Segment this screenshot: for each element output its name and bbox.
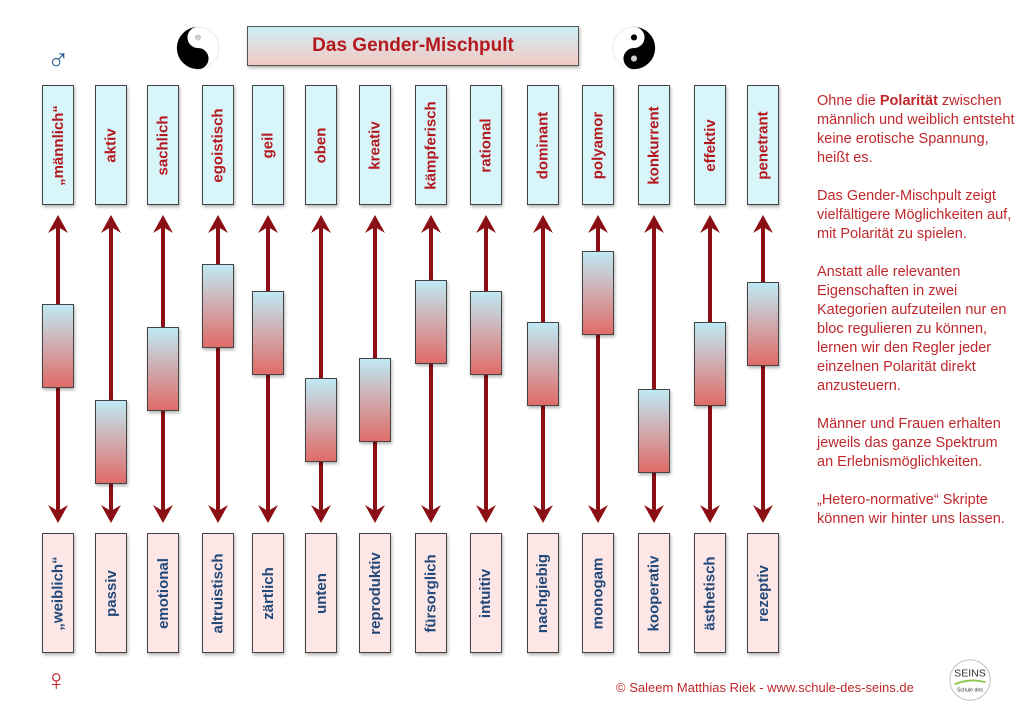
svg-text:SEINS: SEINS bbox=[954, 667, 986, 679]
yin-yang-icon bbox=[176, 26, 220, 70]
masculine-label: dominant bbox=[534, 111, 552, 179]
slider-knob[interactable] bbox=[470, 290, 502, 375]
feminine-label: monogam bbox=[589, 557, 607, 629]
feminine-label-box: unten bbox=[305, 533, 337, 653]
feminine-label-box: kooperativ bbox=[638, 533, 670, 653]
masculine-label-box: kämpferisch bbox=[415, 85, 447, 205]
feminine-label: unten bbox=[312, 572, 330, 614]
feminine-label: altruistisch bbox=[209, 552, 227, 634]
paragraph: Männer und Frauen erhalten jeweils das g… bbox=[817, 416, 1001, 470]
double-arrow-icon bbox=[208, 215, 228, 523]
feminine-label-box: passiv bbox=[95, 533, 127, 653]
paragraph: „Hetero-normative“ Skripte können wir hi… bbox=[817, 492, 1005, 527]
masculine-label: rational bbox=[477, 117, 495, 173]
feminine-label: nachgiebig bbox=[534, 553, 552, 633]
masculine-label: konkurrent bbox=[645, 105, 663, 185]
copyright-footer: © Saleem Matthias Riek - www.schule-des-… bbox=[616, 680, 914, 695]
female-symbol-icon: ♀ bbox=[45, 664, 68, 697]
masculine-label: polyamor bbox=[589, 111, 607, 179]
feminine-label: rezeptiv bbox=[754, 564, 772, 622]
double-arrow-icon bbox=[311, 215, 331, 523]
slider-knob[interactable] bbox=[202, 264, 234, 349]
paragraph: Anstatt alle relevanten Eigenschaften in… bbox=[817, 264, 1007, 394]
slider-knob[interactable] bbox=[359, 357, 391, 442]
slider-knob[interactable] bbox=[305, 377, 337, 462]
masculine-label-box: aktiv bbox=[95, 85, 127, 205]
slider-knob[interactable] bbox=[582, 250, 614, 335]
masculine-label: effektiv bbox=[701, 118, 719, 172]
slider-knob[interactable] bbox=[694, 322, 726, 407]
masculine-label-box: effektiv bbox=[694, 85, 726, 205]
masculine-label-box: penetrant bbox=[747, 85, 779, 205]
masculine-label-box: oben bbox=[305, 85, 337, 205]
masculine-label-box: kreativ bbox=[359, 85, 391, 205]
feminine-label: reproduktiv bbox=[366, 551, 384, 635]
slider-knob[interactable] bbox=[527, 322, 559, 407]
schule-des-seins-logo: SEINS Schule des bbox=[949, 659, 991, 701]
feminine-label: zärtlich bbox=[259, 566, 277, 620]
slider-knob[interactable] bbox=[252, 290, 284, 375]
double-arrow-icon bbox=[421, 215, 441, 523]
masculine-label-box: rational bbox=[470, 85, 502, 205]
slider-knob[interactable] bbox=[42, 304, 74, 389]
masculine-label: kämpferisch bbox=[422, 100, 440, 190]
feminine-label-box: nachgiebig bbox=[527, 533, 559, 653]
feminine-label: emotional bbox=[154, 557, 172, 629]
masculine-label: „männlich“ bbox=[49, 104, 67, 186]
masculine-label-box: „männlich“ bbox=[42, 85, 74, 205]
feminine-label-box: emotional bbox=[147, 533, 179, 653]
feminine-label: ästhetisch bbox=[701, 555, 719, 631]
description-text: Ohne die Polarität zwischen männlich und… bbox=[817, 92, 1017, 548]
masculine-label-box: sachlich bbox=[147, 85, 179, 205]
feminine-label-box: altruistisch bbox=[202, 533, 234, 653]
feminine-label: kooperativ bbox=[645, 555, 663, 631]
yin-yang-icon bbox=[612, 26, 656, 70]
title-text: Das Gender-Mischpult bbox=[312, 35, 514, 56]
slider-knob[interactable] bbox=[747, 281, 779, 366]
feminine-label: passiv bbox=[102, 569, 120, 617]
svg-text:Schule des: Schule des bbox=[957, 687, 983, 693]
masculine-label-box: konkurrent bbox=[638, 85, 670, 205]
double-arrow-icon bbox=[644, 215, 664, 523]
page-title: Das Gender-Mischpult bbox=[247, 26, 579, 66]
feminine-label-box: rezeptiv bbox=[747, 533, 779, 653]
masculine-label: geil bbox=[259, 132, 277, 158]
masculine-label-box: polyamor bbox=[582, 85, 614, 205]
feminine-label-box: monogam bbox=[582, 533, 614, 653]
paragraph: Ohne die Polarität zwischen männlich und… bbox=[817, 93, 1015, 166]
feminine-label: „weiblich“ bbox=[49, 555, 67, 631]
masculine-label: sachlich bbox=[154, 114, 172, 176]
feminine-label-box: reproduktiv bbox=[359, 533, 391, 653]
feminine-label: fürsorglich bbox=[422, 553, 440, 633]
feminine-label-box: „weiblich“ bbox=[42, 533, 74, 653]
masculine-label: egoistisch bbox=[209, 107, 227, 183]
feminine-label-box: intuitiv bbox=[470, 533, 502, 653]
masculine-label-box: dominant bbox=[527, 85, 559, 205]
slider-knob[interactable] bbox=[147, 326, 179, 411]
feminine-label-box: zärtlich bbox=[252, 533, 284, 653]
slider-knob[interactable] bbox=[415, 279, 447, 364]
masculine-label: kreativ bbox=[366, 120, 384, 170]
masculine-label: aktiv bbox=[102, 127, 120, 163]
masculine-label: oben bbox=[312, 127, 330, 163]
masculine-label: penetrant bbox=[754, 110, 772, 180]
feminine-label-box: fürsorglich bbox=[415, 533, 447, 653]
male-symbol-icon: ♂ bbox=[47, 44, 70, 77]
slider-knob[interactable] bbox=[638, 388, 670, 473]
double-arrow-icon bbox=[753, 215, 773, 523]
feminine-label-box: ästhetisch bbox=[694, 533, 726, 653]
masculine-label-box: geil bbox=[252, 85, 284, 205]
paragraph: Das Gender-Mischpult zeigt vielfältigere… bbox=[817, 188, 1012, 242]
masculine-label-box: egoistisch bbox=[202, 85, 234, 205]
feminine-label: intuitiv bbox=[477, 568, 495, 618]
slider-knob[interactable] bbox=[95, 400, 127, 485]
